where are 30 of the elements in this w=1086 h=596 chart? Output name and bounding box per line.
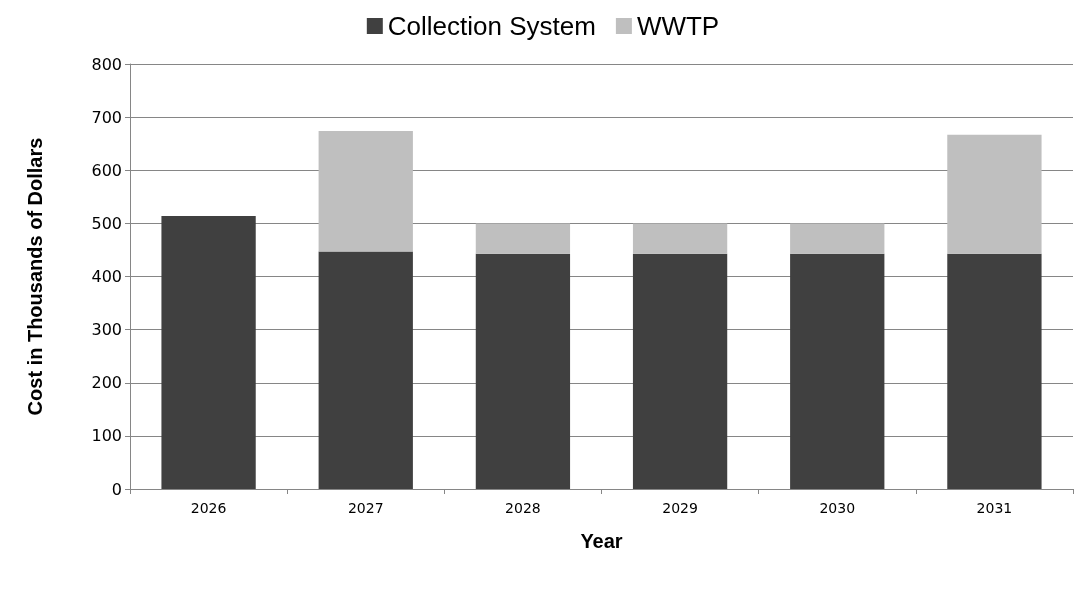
legend-label: WWTP: [636, 11, 720, 41]
x-tick-label: 2030: [819, 500, 856, 516]
x-tick-label: 2026: [190, 500, 227, 516]
bar: [632, 253, 728, 489]
bar: [475, 253, 571, 489]
y-tick-label: 800: [91, 54, 122, 74]
y-axis-title: Cost in Thousands of Dollars: [24, 137, 46, 416]
bar: [947, 253, 1042, 489]
x-tick-label: 2027: [347, 500, 384, 516]
bar: [632, 223, 728, 254]
y-tick-label: 200: [91, 373, 122, 393]
y-tick-label: 500: [91, 213, 122, 233]
x-tick-label: 2028: [505, 500, 541, 516]
y-tick-label: 0: [111, 479, 122, 499]
bar: [318, 130, 413, 252]
x-tick-label: 2029: [662, 500, 698, 516]
bar: [475, 223, 571, 254]
bar: [790, 223, 885, 254]
bar: [161, 215, 256, 489]
y-tick-label: 700: [91, 107, 122, 127]
x-axis-title: Year: [580, 530, 623, 552]
y-tick-label: 400: [91, 267, 122, 286]
y-tick-label: 600: [91, 160, 122, 180]
bar: [790, 253, 885, 489]
y-tick-label: 100: [91, 426, 122, 446]
bar: [947, 134, 1042, 254]
x-tick-label: 2031: [976, 500, 1013, 516]
bar: [318, 251, 413, 489]
y-tick-label: 300: [91, 320, 122, 340]
legend-label: Collection System: [387, 11, 596, 41]
